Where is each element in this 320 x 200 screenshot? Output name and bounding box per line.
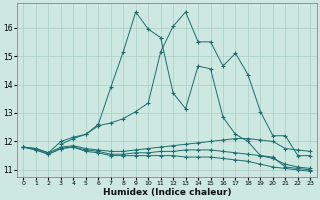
X-axis label: Humidex (Indice chaleur): Humidex (Indice chaleur) <box>103 188 231 197</box>
